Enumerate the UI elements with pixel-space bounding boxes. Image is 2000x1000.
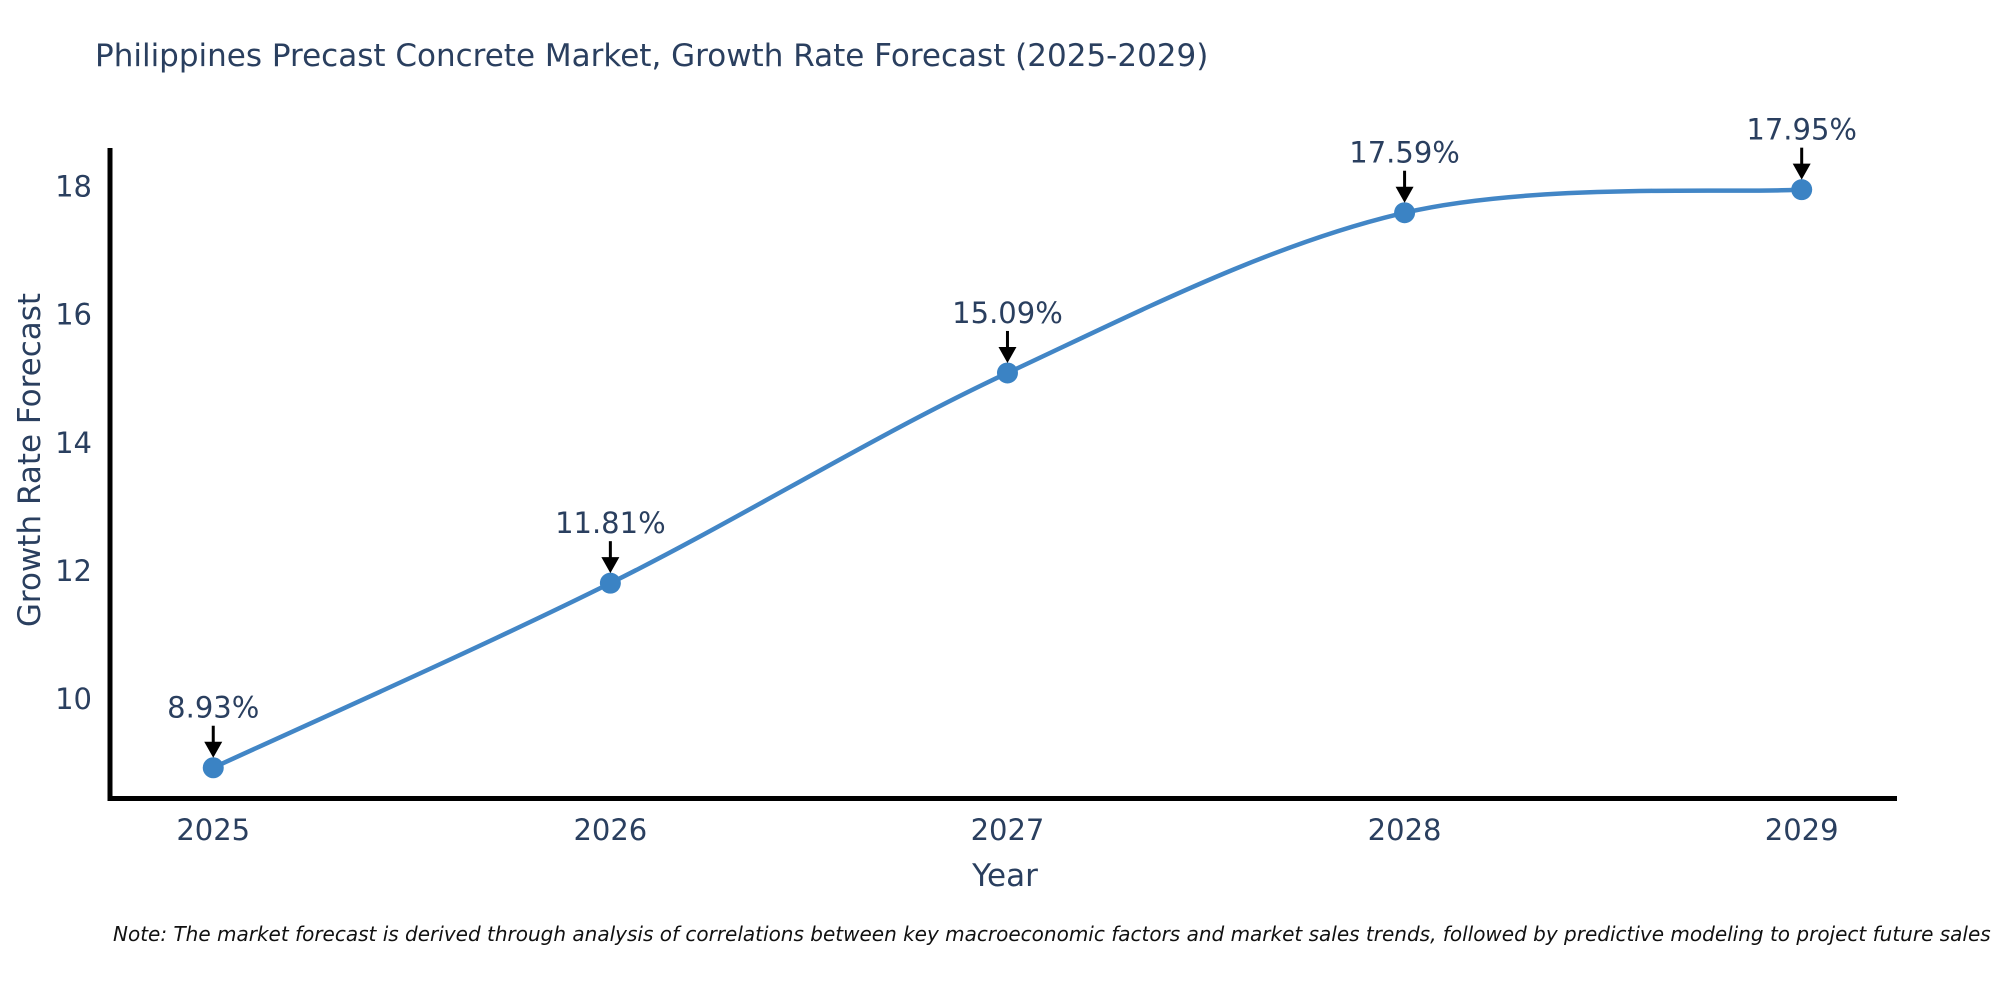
y-tick-label: 18 (55, 169, 92, 203)
x-tick-label: 2027 (971, 813, 1045, 847)
y-tick-label: 16 (55, 298, 92, 332)
footnote: Note: The market forecast is derived thr… (113, 922, 1991, 946)
point-annotation-label: 11.81% (555, 506, 666, 540)
y-axis-title: Growth Rate Forecast (12, 292, 48, 628)
x-tick-label: 2028 (1368, 813, 1442, 847)
point-annotation-label: 8.93% (167, 691, 259, 725)
data-point-marker[interactable] (1394, 202, 1416, 224)
annotation-arrowhead (1395, 186, 1414, 203)
annotation-arrowhead (1792, 163, 1811, 180)
x-tick-label: 2029 (1765, 813, 1839, 847)
point-annotation-label: 17.95% (1746, 113, 1857, 147)
data-point-marker[interactable] (599, 572, 621, 594)
data-point-marker[interactable] (202, 757, 224, 779)
data-point-marker[interactable] (1791, 179, 1813, 201)
point-annotation-label: 15.09% (952, 296, 1063, 330)
y-tick-label: 12 (55, 554, 92, 588)
data-point-marker[interactable] (996, 362, 1018, 384)
x-tick-label: 2025 (176, 813, 250, 847)
annotation-arrowhead (204, 741, 223, 758)
x-axis-title: Year (972, 858, 1038, 894)
chart-title: Philippines Precast Concrete Market, Gro… (95, 38, 1209, 74)
annotation-arrowhead (998, 346, 1017, 363)
annotation-arrowhead (601, 557, 620, 574)
y-tick-label: 10 (55, 682, 92, 716)
x-tick-label: 2026 (573, 813, 647, 847)
y-tick-label: 14 (55, 426, 92, 460)
series-line (210, 187, 1804, 770)
point-annotation-label: 17.59% (1349, 136, 1460, 170)
